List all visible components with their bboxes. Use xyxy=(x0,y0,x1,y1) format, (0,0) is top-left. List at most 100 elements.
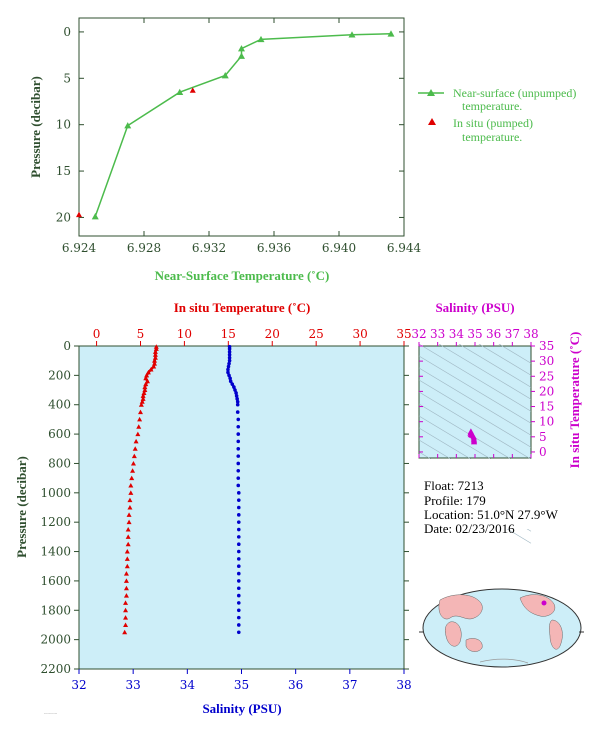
near-surface-unpumped-point xyxy=(348,31,356,38)
near-surface-unpumped-point xyxy=(238,52,245,59)
ts-y-tick-label: 20 xyxy=(539,384,554,398)
profile-sal-point xyxy=(236,461,241,466)
profile-sal-point xyxy=(236,608,241,613)
profile-sal-point xyxy=(236,454,241,458)
profile-y-tick-label: 600 xyxy=(48,427,71,441)
profile-temp-point xyxy=(123,622,129,627)
profile-temp-tick-label: 25 xyxy=(309,327,324,341)
profile-y-tick-label: 200 xyxy=(48,368,71,382)
profile-temp-point xyxy=(123,578,129,583)
profile-temp-point xyxy=(132,446,138,451)
profile-temp-point xyxy=(123,600,129,605)
profile-temp-point xyxy=(143,375,149,381)
ts-x-tick-label: 33 xyxy=(430,327,445,341)
near-surface-unpumped-point xyxy=(124,122,132,129)
profile-sal-point xyxy=(236,542,241,547)
profile-sal-tick-label: 36 xyxy=(288,678,303,692)
profile-sal-point xyxy=(227,353,232,357)
profile-sal-point xyxy=(236,579,241,583)
profile-temp-tick-label: 20 xyxy=(265,327,280,341)
profile-temp-tick-label: 15 xyxy=(221,327,236,341)
profile-sal-point xyxy=(227,355,232,360)
near-surface-pumped-point xyxy=(189,87,196,93)
profile-sal-point xyxy=(235,402,240,407)
date-text: Date: 02/23/2016 xyxy=(424,521,515,536)
profile-y-tick-label: 1600 xyxy=(40,574,71,588)
profile-sal-tick-label: 38 xyxy=(396,678,411,692)
profile-sal-point xyxy=(227,361,231,366)
profile-sal-point xyxy=(236,417,241,422)
profile-sal-point xyxy=(236,527,241,532)
ts-point xyxy=(471,438,478,445)
map-land-south-america xyxy=(549,619,563,650)
profile-temp-point xyxy=(126,512,132,517)
ts-x-tick-label: 36 xyxy=(486,327,501,341)
profile-temp-tick-label: 0 xyxy=(93,327,101,341)
profile-sal-tick-label: 32 xyxy=(71,678,86,692)
profile-sal-point xyxy=(236,571,241,576)
profile-temp-point xyxy=(143,381,149,387)
profile-number-text: Profile: 179 xyxy=(424,493,486,508)
profile-y-tick-label: 2200 xyxy=(40,662,71,676)
profile-sal-point xyxy=(236,513,241,517)
profile-sal-tick-label: 37 xyxy=(342,678,357,692)
near-surface-y-tick-label: 10 xyxy=(56,118,71,132)
profile-temp-point xyxy=(136,424,142,429)
profile-temp-tick-label: 35 xyxy=(396,327,411,341)
profile-temp-point xyxy=(142,387,148,393)
profile-sal-point xyxy=(236,557,241,561)
profile-sal-point xyxy=(236,549,241,554)
ts-x-tick-label: 38 xyxy=(523,327,538,341)
near-surface-x-tick-label: 6.940 xyxy=(322,241,356,255)
profile-temp-point xyxy=(148,366,154,372)
legend-label-unpumped-2: temperature. xyxy=(462,99,522,113)
profile-sal-point xyxy=(236,446,241,451)
ts-x-tick-label: 32 xyxy=(411,327,426,341)
profile-y-tick-label: 0 xyxy=(63,339,71,353)
profile-temp-point xyxy=(123,615,129,620)
profile-temp-point xyxy=(123,593,129,598)
map-land-antarctica xyxy=(479,658,529,664)
ts-contour-line xyxy=(418,355,532,424)
legend-label-unpumped-1: Near-surface (unpumped) xyxy=(453,86,576,100)
profile-temp-point xyxy=(123,571,129,576)
profile-temp-point xyxy=(124,563,130,569)
profile-temp-point xyxy=(152,355,158,360)
float-info: Float: 7213 Profile: 179 Location: 51.0°… xyxy=(424,478,559,536)
profile-temp-point xyxy=(142,384,148,390)
near-surface-unpumped-point xyxy=(176,88,184,96)
profile-sal-point xyxy=(236,623,241,627)
ts-y-tick-label: 0 xyxy=(539,445,547,459)
profile-sal-point xyxy=(236,593,241,598)
profile-y-axis-label: Pressure (decibar) xyxy=(14,456,29,558)
profile-y-tick-label: 800 xyxy=(48,456,71,470)
profile-sal-point xyxy=(236,630,241,635)
profile-temp-point xyxy=(128,482,134,488)
profile-temp-point xyxy=(126,519,132,525)
profile-y-tick-label: 1200 xyxy=(40,515,71,529)
near-surface-unpumped-point xyxy=(91,213,99,220)
profile-temp-point xyxy=(135,431,141,437)
profile-temp-point xyxy=(127,497,133,503)
profile-sal-tick-label: 33 xyxy=(126,678,141,692)
profile-sal-tick-label: 34 xyxy=(180,678,196,692)
profile-sal-point xyxy=(227,350,232,354)
ts-y-tick-label: 30 xyxy=(539,354,554,368)
near-surface-pumped-point xyxy=(76,211,82,218)
profile-sal-point xyxy=(232,385,236,389)
map-land-australia xyxy=(465,638,483,652)
profile-sal-point xyxy=(236,483,241,488)
profile-temp-point xyxy=(152,361,158,366)
near-surface-x-tick-label: 6.936 xyxy=(257,241,291,255)
ts-y-tick-label: 35 xyxy=(539,339,554,353)
profile-temp-point xyxy=(124,556,130,561)
profile-temp-point xyxy=(131,453,137,459)
profile-sal-point xyxy=(236,564,241,569)
near-surface-unpumped-point xyxy=(257,35,265,43)
near-surface-y-tick-label: 5 xyxy=(63,71,71,85)
profile-top-x-axis-label: In situ Temperature (˚C) xyxy=(174,300,311,315)
profile-plot-frame xyxy=(78,345,405,670)
profile-sal-point xyxy=(236,615,241,620)
